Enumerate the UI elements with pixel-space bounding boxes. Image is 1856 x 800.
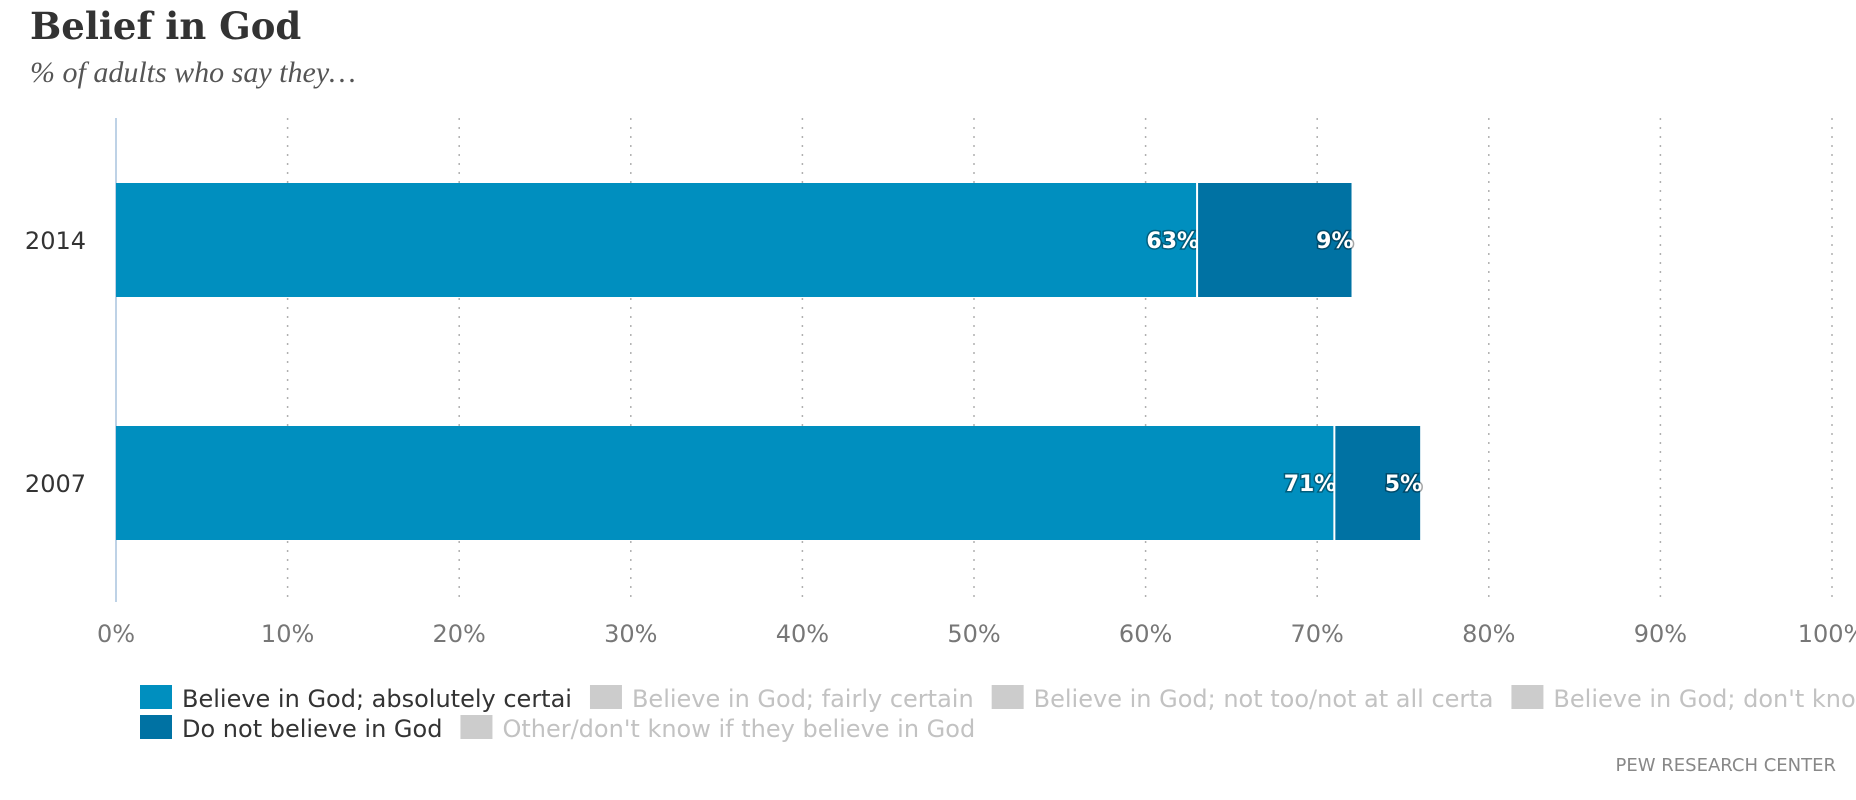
x-tick-label: 40%: [776, 620, 829, 648]
legend-swatch[interactable]: [991, 685, 1024, 709]
legend-swatch[interactable]: [1511, 685, 1544, 709]
legend-label[interactable]: Do not believe in God: [182, 715, 442, 743]
legend-swatch[interactable]: [460, 715, 493, 739]
legend-label[interactable]: Other/don't know if they believe in God: [502, 715, 975, 743]
x-tick-label: 90%: [1634, 620, 1687, 648]
legend-label[interactable]: Believe in God; not too/not at all certa: [1034, 685, 1494, 713]
data-label: 9%: [1316, 229, 1353, 254]
data-label: 71%: [1284, 472, 1337, 497]
category-label: 2007: [25, 470, 86, 498]
bar-segment[interactable]: [1197, 183, 1352, 297]
x-tick-label: 30%: [604, 620, 657, 648]
legend-swatch[interactable]: [140, 715, 172, 739]
category-label: 2014: [25, 227, 86, 255]
x-tick-label: 0%: [97, 620, 135, 648]
bar-segment[interactable]: [1334, 426, 1421, 540]
bar-segment[interactable]: [116, 426, 1335, 540]
legend-label[interactable]: Believe in God; don't know: [1553, 685, 1856, 713]
data-label: 63%: [1146, 229, 1199, 254]
x-tick-label: 50%: [947, 620, 1000, 648]
legend-swatch[interactable]: [589, 685, 622, 709]
source-credit: PEW RESEARCH CENTER: [1615, 755, 1836, 776]
legend-label[interactable]: Believe in God; absolutely certai: [182, 685, 572, 713]
chart-title: Belief in God: [30, 4, 302, 48]
x-tick-label: 80%: [1462, 620, 1515, 648]
legend-swatch[interactable]: [140, 685, 172, 709]
chart-area: 0% 10% 20% 30% 40% 50% 60% 70% 80% 90% 100% 2014 200…: [25, 118, 1856, 743]
x-tick-label: 20%: [433, 620, 486, 648]
x-tick-label: 100%: [1798, 620, 1856, 648]
x-tick-label: 60%: [1119, 620, 1172, 648]
bar-segment[interactable]: [116, 183, 1198, 297]
x-tick-label: 10%: [261, 620, 314, 648]
x-tick-label: 70%: [1291, 620, 1344, 648]
chart-subtitle: % of adults who say they…: [30, 56, 356, 89]
legend-label[interactable]: Believe in God; fairly certain: [632, 685, 974, 713]
data-label: 5%: [1385, 472, 1422, 497]
